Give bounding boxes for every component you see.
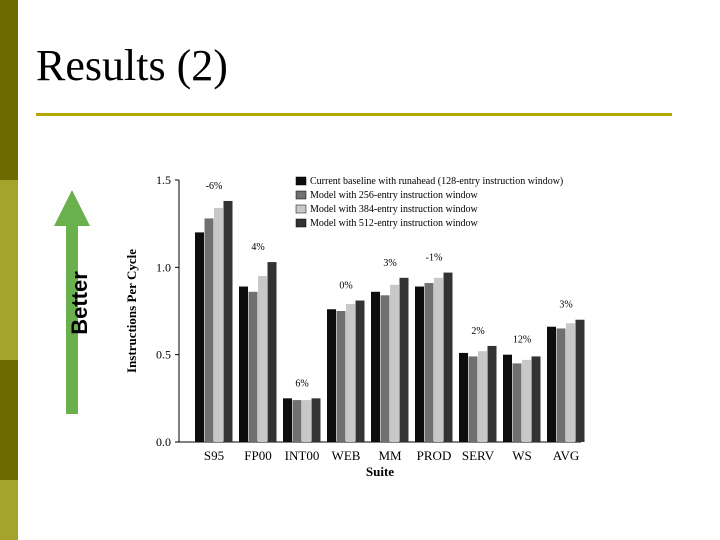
legend-swatch [295, 218, 307, 228]
bar-s95-s3 [214, 207, 223, 442]
annotation-ws: 12% [513, 335, 531, 346]
bar-ws-s3 [522, 359, 531, 442]
bar-prod-s3 [434, 277, 443, 442]
x-tick-label: FP00 [244, 448, 271, 463]
sidebar-block [0, 360, 18, 480]
bar-int00-s2 [292, 400, 302, 442]
bar-s95-s2 [204, 218, 214, 442]
chart-annotations: -6% 4% 6% 0% 3% -1% 2% 12% 3% [206, 181, 573, 389]
bar-ws-s2 [512, 363, 522, 442]
ipc-bar-chart: 0.0 0.5 1.0 1.5 Instructions Per Cycle Suite S… [124, 173, 585, 479]
bar-ws-s1 [503, 354, 512, 442]
chart-legend: Current baseline with runahead (128-entr… [295, 176, 563, 229]
bar-fp00-s4 [267, 262, 277, 442]
bar-fp00-s2 [248, 291, 258, 442]
bar-int00-s4 [311, 398, 321, 442]
sidebar-decoration [0, 0, 18, 540]
annotation-prod: -1% [426, 253, 443, 264]
sidebar-block [0, 180, 18, 360]
legend-label: Model with 256-entry instruction window [310, 190, 479, 201]
bar-ws-s4 [531, 356, 541, 442]
bar-prod-s2 [424, 283, 434, 442]
y-axis-label: Instructions Per Cycle [124, 249, 139, 373]
bar-web-s2 [336, 311, 346, 442]
legend-label: Model with 384-entry instruction window [310, 204, 479, 215]
legend-label: Model with 512-entry instruction window [310, 218, 479, 229]
better-arrow-icon [54, 190, 90, 414]
x-tick-label: SERV [462, 448, 495, 463]
y-tick-label: 1.0 [156, 260, 171, 274]
bar-web-s3 [346, 304, 355, 442]
legend-swatch [295, 204, 307, 214]
x-tick-label: S95 [204, 448, 224, 463]
chart-ticks: 0.0 0.5 1.0 1.5 Instructions Per Cycle Suite S… [124, 173, 579, 479]
bar-avg-s3 [566, 323, 575, 442]
bar-avg-s1 [547, 326, 556, 442]
annotation-int00: 6% [295, 378, 308, 389]
legend-swatch [295, 190, 307, 200]
x-tick-label: WS [512, 448, 532, 463]
bar-serv-s4 [487, 345, 497, 442]
sidebar-block [0, 480, 18, 540]
bar-prod-s4 [443, 272, 453, 442]
bar-mm-s3 [390, 284, 399, 442]
bar-mm-s2 [380, 295, 390, 442]
annotation-avg: 3% [559, 300, 572, 311]
arrow-head [54, 190, 90, 226]
x-tick-label: AVG [553, 448, 580, 463]
better-label: Better [67, 271, 92, 335]
bar-prod-s1 [415, 286, 424, 442]
bar-web-s1 [327, 309, 336, 442]
bar-serv-s2 [468, 356, 478, 442]
annotation-web: 0% [339, 281, 352, 292]
y-tick-label: 1.5 [156, 173, 171, 187]
chart-bars [195, 200, 585, 442]
x-axis-label: Suite [366, 464, 394, 479]
sidebar-block [0, 0, 18, 180]
bar-web-s4 [355, 300, 365, 442]
annotation-fp00: 4% [251, 242, 264, 253]
title-underline [36, 113, 672, 116]
bar-avg-s2 [556, 328, 566, 442]
bar-serv-s1 [459, 352, 468, 442]
legend-label: Current baseline with runahead (128-entr… [310, 176, 563, 187]
bar-int00-s1 [283, 398, 292, 442]
y-tick-label: 0.5 [156, 348, 171, 362]
bar-fp00-s1 [239, 286, 248, 442]
slide-title: Results (2) [36, 41, 228, 90]
y-tick-label: 0.0 [156, 435, 171, 449]
x-tick-label: PROD [417, 448, 452, 463]
annotation-serv: 2% [471, 326, 484, 337]
x-tick-label: MM [378, 448, 402, 463]
arrow-shaft [66, 224, 78, 414]
annotation-mm: 3% [383, 258, 396, 269]
bar-fp00-s3 [258, 276, 267, 442]
bar-s95-s1 [195, 232, 204, 442]
x-tick-label: WEB [332, 448, 361, 463]
bar-int00-s3 [302, 400, 311, 442]
bar-s95-s4 [223, 200, 233, 442]
x-tick-label: INT00 [285, 448, 320, 463]
annotation-s95: -6% [206, 181, 223, 192]
bar-mm-s4 [399, 277, 409, 442]
bar-avg-s4 [575, 319, 585, 442]
legend-swatch [295, 176, 307, 186]
bar-mm-s1 [371, 291, 380, 442]
bar-serv-s3 [478, 351, 487, 442]
